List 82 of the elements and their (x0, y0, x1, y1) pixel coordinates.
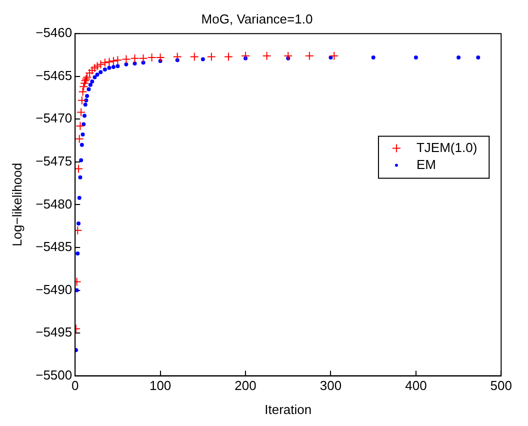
point (83, 102, 88, 107)
point (78, 175, 82, 180)
x-axis-title: Iteration (264, 402, 312, 417)
point (79, 82, 88, 92)
point (116, 64, 120, 68)
x-tick-label: 300 (320, 378, 342, 394)
x-tick-label: 100 (149, 378, 172, 394)
chart-title: MoG, Variance=1.0 (201, 11, 313, 26)
x-tick-label: 500 (490, 378, 512, 394)
legend-label: EM (416, 156, 436, 172)
point (107, 66, 112, 70)
point (414, 56, 418, 60)
point (80, 132, 85, 137)
point (95, 72, 100, 77)
point (85, 68, 94, 78)
point (108, 56, 118, 66)
point (130, 54, 140, 63)
point (122, 54, 131, 64)
point (80, 142, 84, 147)
point (75, 164, 84, 174)
point (82, 122, 86, 126)
point (82, 114, 86, 118)
point (113, 56, 122, 65)
point (241, 51, 250, 60)
y-tick-label: −5490 (36, 282, 72, 297)
point (76, 222, 81, 226)
y-tick-label: −5485 (36, 239, 72, 254)
point (104, 57, 114, 66)
y-tick-label: −5470 (36, 110, 72, 126)
point (75, 348, 78, 352)
point (76, 251, 80, 256)
point (138, 54, 148, 63)
point (456, 56, 461, 60)
point (92, 62, 102, 71)
point (284, 51, 293, 60)
point (80, 78, 89, 88)
point (85, 94, 90, 98)
point (86, 87, 91, 92)
point (77, 196, 82, 200)
point (111, 64, 116, 69)
y-tick-label: −5465 (36, 68, 72, 83)
point (476, 56, 480, 60)
y-tick-label: −5475 (36, 154, 72, 169)
point (76, 108, 86, 117)
point (304, 51, 314, 60)
point (371, 56, 376, 60)
y-tick-label: −5500 (36, 367, 72, 382)
point (76, 121, 85, 130)
point (78, 87, 88, 96)
point (200, 57, 205, 62)
point (124, 62, 128, 66)
y-tick-label: −5480 (36, 196, 72, 212)
legend-label: TJEM(1.0) (416, 140, 478, 155)
point (88, 82, 92, 87)
point (80, 76, 90, 86)
point (90, 80, 94, 84)
point (102, 68, 107, 72)
point (88, 66, 97, 75)
point (147, 53, 156, 62)
point (92, 75, 97, 80)
point (75, 134, 84, 144)
point (98, 70, 103, 74)
point (77, 96, 86, 105)
point (156, 53, 165, 62)
point (132, 62, 137, 66)
point (224, 52, 233, 62)
point (100, 58, 110, 68)
x-tick-label: 400 (405, 378, 427, 394)
point (206, 52, 216, 62)
y-axis-title: Log−likelihood (9, 162, 24, 246)
point (262, 51, 272, 60)
x-tick-label: 200 (234, 378, 256, 394)
x-tick-label: 0 (71, 378, 79, 394)
point (96, 60, 106, 69)
point (328, 56, 333, 60)
point (330, 51, 339, 60)
point (90, 63, 100, 72)
point (190, 52, 199, 62)
point (172, 52, 182, 62)
point (79, 158, 84, 162)
y-tick-label: −5460 (36, 25, 72, 40)
y-tick-label: −5495 (36, 324, 72, 340)
